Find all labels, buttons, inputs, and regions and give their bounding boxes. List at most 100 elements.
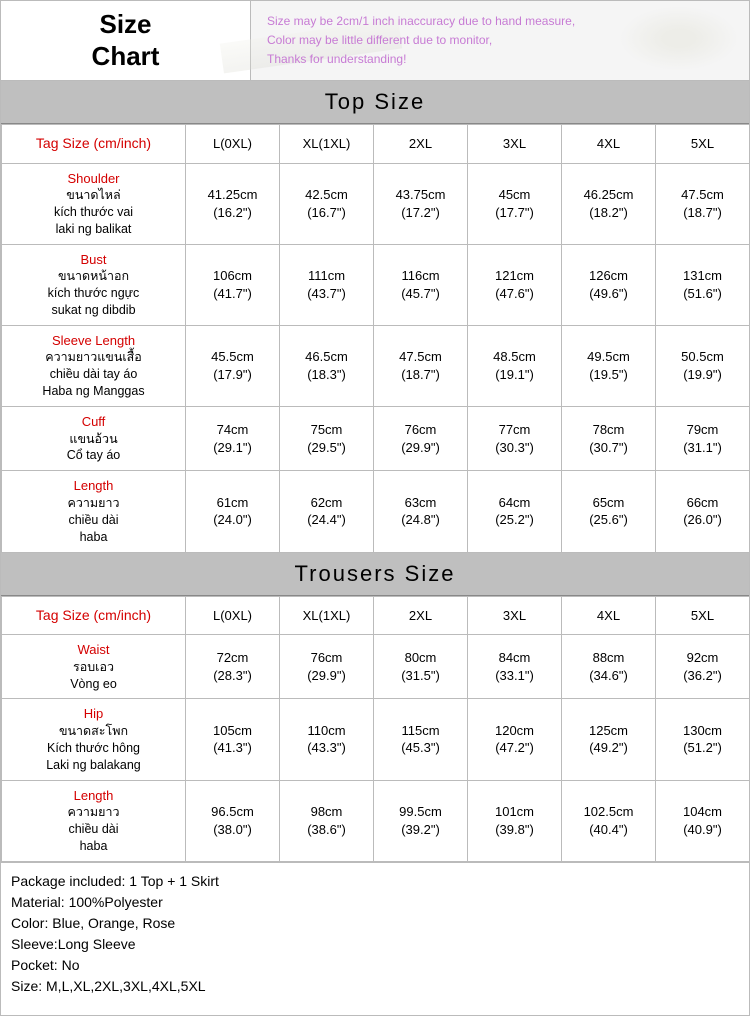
table-row: Shoulderขนาดไหล่kích thước vailaki ng ba… [2, 163, 750, 244]
size-cell: 48.5cm (19.1") [468, 325, 562, 406]
size-cell: 102.5cm (40.4") [562, 780, 656, 861]
size-cell: 80cm (31.5") [374, 635, 468, 699]
size-column-header: 5XL [656, 125, 750, 164]
size-cell: 46.25cm (18.2") [562, 163, 656, 244]
size-cell: 63cm (24.8") [374, 471, 468, 552]
size-cell: 92cm (36.2") [656, 635, 750, 699]
size-cell: 126cm (49.6") [562, 244, 656, 325]
size-cell: 76cm (29.9") [374, 407, 468, 471]
size-cell: 76cm (29.9") [280, 635, 374, 699]
measurement-translation: kích thước ngực [4, 285, 183, 302]
size-cell: 106cm (41.7") [186, 244, 280, 325]
size-table: Tag Size (cm/inch)L(0XL)XL(1XL)2XL3XL4XL… [1, 124, 750, 553]
size-column-header: XL(1XL) [280, 596, 374, 635]
size-cell: 41.25cm (16.2") [186, 163, 280, 244]
size-column-header: 5XL [656, 596, 750, 635]
size-column-header: 2XL [374, 125, 468, 164]
size-column-header: 2XL [374, 596, 468, 635]
chart-title: Size Chart [1, 1, 251, 80]
table-row: Lengthความยาวchiều dàihaba61cm (24.0")62… [2, 471, 750, 552]
measurement-translation: Laki ng balakang [4, 757, 183, 774]
measurement-translation: ขนาดหน้าอก [4, 268, 183, 285]
table-row: Sleeve Lengthความยาวแขนเสื้อchiều dài ta… [2, 325, 750, 406]
measurement-label: Sleeve Lengthความยาวแขนเสื้อchiều dài ta… [2, 325, 186, 406]
size-cell: 110cm (43.3") [280, 699, 374, 780]
size-cell: 121cm (47.6") [468, 244, 562, 325]
measurement-label: HipขนาดสะโพกKích thước hôngLaki ng balak… [2, 699, 186, 780]
size-cell: 88cm (34.6") [562, 635, 656, 699]
footer-text: Package included: 1 Top + 1 Skirt Materi… [11, 871, 739, 997]
measurement-name: Waist [4, 641, 183, 659]
section-title: Trousers Size [1, 553, 749, 596]
size-cell: 47.5cm (18.7") [374, 325, 468, 406]
sections: Top SizeTag Size (cm/inch)L(0XL)XL(1XL)2… [1, 81, 749, 862]
header-note-line: Color may be little different due to mon… [267, 31, 733, 50]
measurement-translation: รอบเอว [4, 659, 183, 676]
measurement-translation: kích thước vai [4, 204, 183, 221]
size-cell: 105cm (41.3") [186, 699, 280, 780]
size-cell: 74cm (29.1") [186, 407, 280, 471]
measurement-translation: laki ng balikat [4, 221, 183, 238]
size-column-header: 3XL [468, 596, 562, 635]
size-cell: 120cm (47.2") [468, 699, 562, 780]
header-row: Size Chart Size may be 2cm/1 inch inaccu… [1, 1, 749, 81]
measurement-translation: chiều dài [4, 821, 183, 838]
measurement-name: Length [4, 787, 183, 805]
size-cell: 46.5cm (18.3") [280, 325, 374, 406]
size-cell: 75cm (29.5") [280, 407, 374, 471]
size-cell: 96.5cm (38.0") [186, 780, 280, 861]
measurement-name: Length [4, 477, 183, 495]
measurement-translation: ขนาดสะโพก [4, 723, 183, 740]
size-cell: 49.5cm (19.5") [562, 325, 656, 406]
measurement-translation: ความยาว [4, 495, 183, 512]
size-cell: 45cm (17.7") [468, 163, 562, 244]
size-column-header: 4XL [562, 125, 656, 164]
size-cell: 101cm (39.8") [468, 780, 562, 861]
measurement-translation: ความยาว [4, 804, 183, 821]
measurement-translation: chiều dài [4, 512, 183, 529]
measurement-translation: Vòng eo [4, 676, 183, 693]
size-cell: 116cm (45.7") [374, 244, 468, 325]
size-cell: 62cm (24.4") [280, 471, 374, 552]
tag-size-header: Tag Size (cm/inch) [2, 125, 186, 164]
table-row: Bustขนาดหน้าอกkích thước ngựcsukat ng di… [2, 244, 750, 325]
size-cell: 125cm (49.2") [562, 699, 656, 780]
measurement-name: Cuff [4, 413, 183, 431]
size-cell: 111cm (43.7") [280, 244, 374, 325]
tag-size-header: Tag Size (cm/inch) [2, 596, 186, 635]
size-cell: 98cm (38.6") [280, 780, 374, 861]
measurement-translation: Haba ng Manggas [4, 383, 183, 400]
size-cell: 115cm (45.3") [374, 699, 468, 780]
size-cell: 131cm (51.6") [656, 244, 750, 325]
size-cell: 43.75cm (17.2") [374, 163, 468, 244]
measurement-label: Bustขนาดหน้าอกkích thước ngựcsukat ng di… [2, 244, 186, 325]
footer-notes: Package included: 1 Top + 1 Skirt Materi… [1, 862, 749, 1015]
size-cell: 50.5cm (19.9") [656, 325, 750, 406]
size-cell: 104cm (40.9") [656, 780, 750, 861]
header-note-line: Size may be 2cm/1 inch inaccuracy due to… [267, 12, 733, 31]
measurement-label: Cuffแขนอ้วนCổ tay áo [2, 407, 186, 471]
size-cell: 42.5cm (16.7") [280, 163, 374, 244]
section-title: Top Size [1, 81, 749, 124]
size-column-header: 4XL [562, 596, 656, 635]
size-column-header: XL(1XL) [280, 125, 374, 164]
measurement-translation: haba [4, 838, 183, 855]
size-cell: 72cm (28.3") [186, 635, 280, 699]
size-column-header: L(0XL) [186, 125, 280, 164]
table-row: HipขนาดสะโพกKích thước hôngLaki ng balak… [2, 699, 750, 780]
measurement-name: Sleeve Length [4, 332, 183, 350]
size-cell: 130cm (51.2") [656, 699, 750, 780]
size-table: Tag Size (cm/inch)L(0XL)XL(1XL)2XL3XL4XL… [1, 596, 750, 862]
size-cell: 61cm (24.0") [186, 471, 280, 552]
measurement-translation: chiều dài tay áo [4, 366, 183, 383]
measurement-translation: ความยาวแขนเสื้อ [4, 349, 183, 366]
table-row: Cuffแขนอ้วนCổ tay áo74cm (29.1")75cm (29… [2, 407, 750, 471]
size-cell: 79cm (31.1") [656, 407, 750, 471]
measurement-translation: ขนาดไหล่ [4, 187, 183, 204]
measurement-name: Bust [4, 251, 183, 269]
size-column-header: 3XL [468, 125, 562, 164]
measurement-name: Hip [4, 705, 183, 723]
size-column-header: L(0XL) [186, 596, 280, 635]
size-cell: 47.5cm (18.7") [656, 163, 750, 244]
size-cell: 99.5cm (39.2") [374, 780, 468, 861]
